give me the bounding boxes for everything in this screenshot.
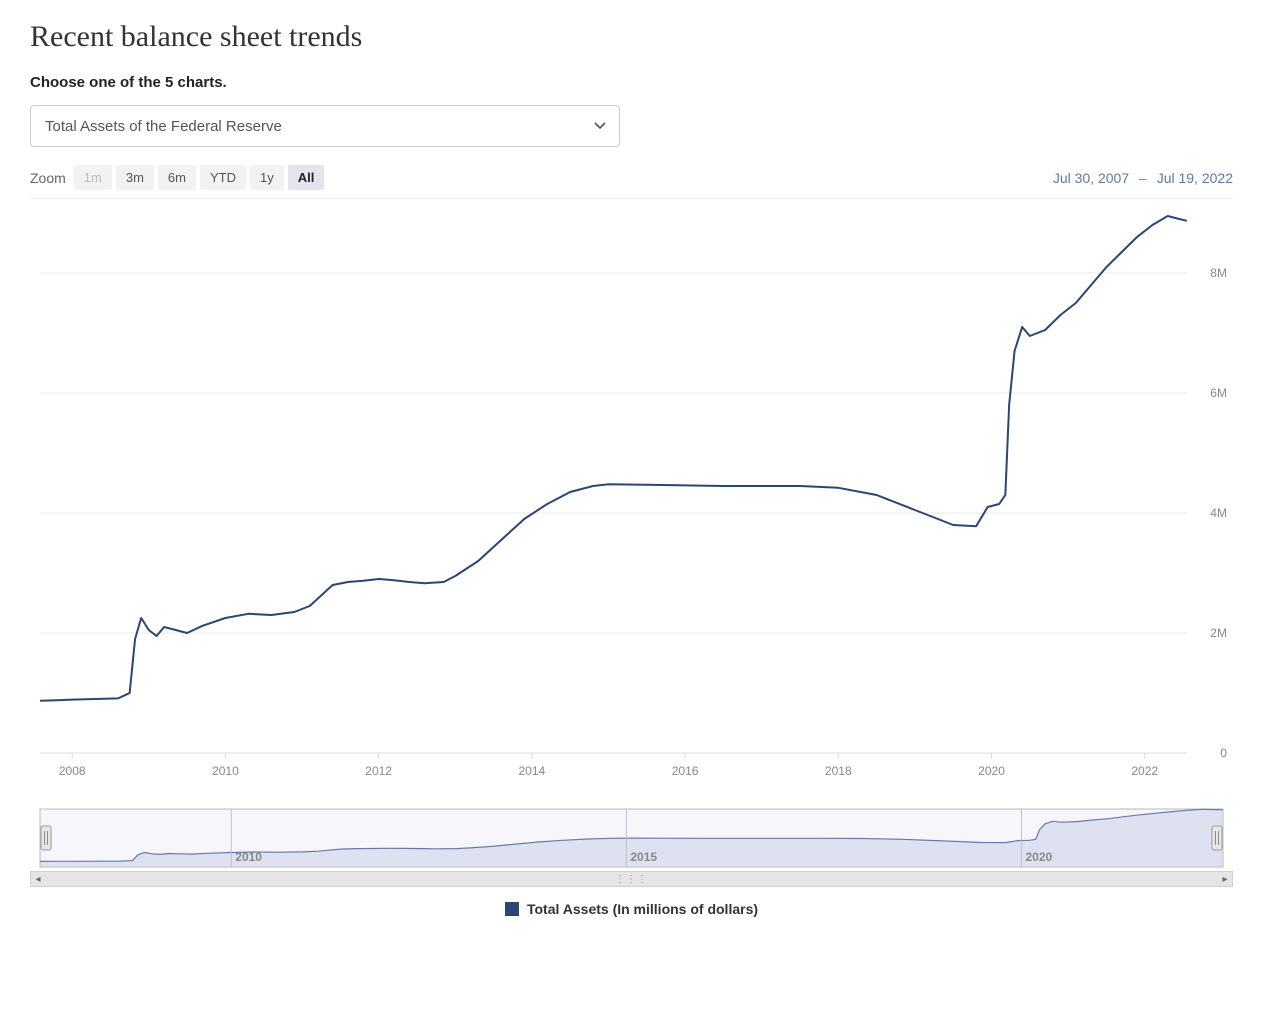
chart-select[interactable]: Total Assets of the Federal Reserve [30, 105, 620, 147]
zoom-btn-ytd[interactable]: YTD [200, 165, 246, 190]
svg-text:2015: 2015 [630, 850, 657, 864]
zoom-btn-1y[interactable]: 1y [250, 165, 284, 190]
svg-text:2018: 2018 [825, 764, 852, 778]
legend-label: Total Assets (In millions of dollars) [527, 901, 758, 917]
zoom-label: Zoom [30, 170, 66, 186]
svg-text:2014: 2014 [518, 764, 545, 778]
zoom-btn-3m[interactable]: 3m [116, 165, 154, 190]
instruction-text: Choose one of the 5 charts. [30, 74, 1233, 91]
page-title: Recent balance sheet trends [30, 20, 1233, 54]
main-chart[interactable]: 0 2M 4M 6M 8M 2008 2010 2012 2014 2016 2018 2020 202… [30, 203, 1233, 793]
svg-text:2010: 2010 [235, 850, 262, 864]
svg-text:8M: 8M [1210, 266, 1227, 280]
date-end[interactable]: Jul 19, 2022 [1157, 170, 1233, 186]
svg-text:2016: 2016 [672, 764, 699, 778]
chart-legend: Total Assets (In millions of dollars) [30, 901, 1233, 917]
svg-text:4M: 4M [1210, 506, 1227, 520]
svg-text:2020: 2020 [978, 764, 1005, 778]
date-range: Jul 30, 2007 – Jul 19, 2022 [1053, 170, 1233, 186]
legend-swatch [505, 902, 519, 916]
zoom-btn-all[interactable]: All [288, 165, 325, 190]
zoom-buttons: 1m3m6mYTD1yAll [74, 165, 325, 190]
zoom-group: Zoom 1m3m6mYTD1yAll [30, 165, 324, 190]
svg-text:2008: 2008 [59, 764, 86, 778]
svg-text:2020: 2020 [1025, 850, 1052, 864]
range-navigator[interactable]: 2010 2015 2020 [30, 805, 1233, 871]
svg-text:2010: 2010 [212, 764, 239, 778]
svg-text:6M: 6M [1210, 386, 1227, 400]
scroll-right-icon[interactable]: ▸ [1218, 872, 1232, 886]
date-start[interactable]: Jul 30, 2007 [1053, 170, 1129, 186]
scroll-grip-icon[interactable]: ⋮⋮⋮ [615, 874, 648, 885]
controls-row: Zoom 1m3m6mYTD1yAll Jul 30, 2007 – Jul 1… [30, 165, 1233, 199]
svg-text:2022: 2022 [1131, 764, 1158, 778]
svg-text:2M: 2M [1210, 626, 1227, 640]
navigator-scrollbar[interactable]: ◂ ⋮⋮⋮ ▸ [30, 871, 1233, 887]
svg-text:2012: 2012 [365, 764, 392, 778]
zoom-btn-1m: 1m [74, 165, 112, 190]
zoom-btn-6m[interactable]: 6m [158, 165, 196, 190]
svg-text:0: 0 [1220, 746, 1227, 760]
date-separator: – [1139, 170, 1147, 186]
scroll-left-icon[interactable]: ◂ [31, 872, 45, 886]
chart-select-wrap: Total Assets of the Federal Reserve [30, 105, 620, 147]
